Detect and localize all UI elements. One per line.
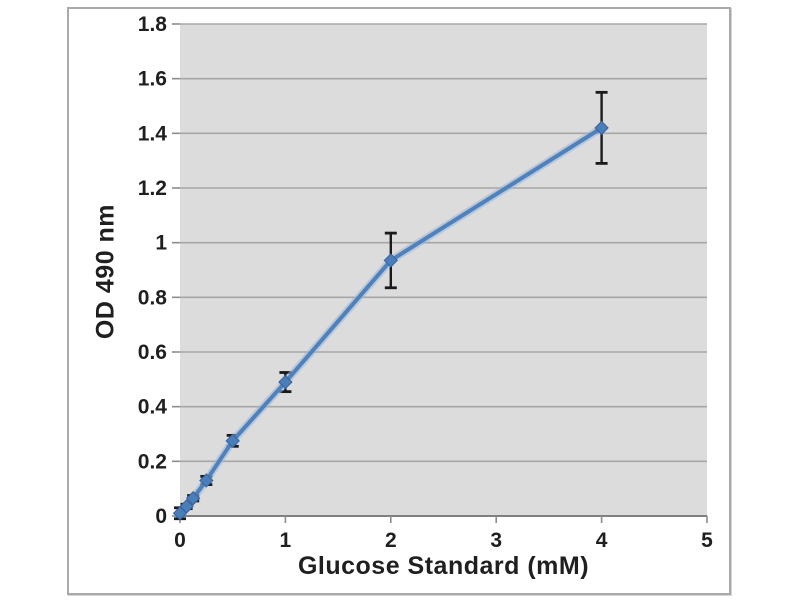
y-tick-label: 1 — [155, 232, 167, 255]
x-tick-label: 4 — [596, 529, 608, 552]
plot-area — [180, 24, 707, 516]
y-tick-label: 1.6 — [138, 68, 167, 91]
y-tick-label: 0.8 — [138, 286, 168, 309]
y-tick-label: 1.4 — [138, 122, 168, 145]
y-tick-label: 1.2 — [138, 177, 167, 200]
data-point-marker — [199, 473, 214, 488]
x-tick-label: 0 — [174, 529, 186, 552]
x-tick-label: 1 — [280, 529, 292, 552]
y-tick-label: 0.6 — [138, 341, 167, 364]
x-axis-title: Glucose Standard (mM) — [297, 552, 590, 580]
chart-frame: 0 0.2 0.4 0.6 0.8 1 1.2 1.4 1.6 1.8 0 1 2 3 4 5 OD 490 … — [67, 7, 731, 595]
data-point-marker — [225, 433, 240, 449]
y-tick-label: 0.4 — [138, 396, 168, 419]
y-axis-title: OD 490 nm — [91, 203, 120, 340]
data-point-marker — [594, 120, 609, 136]
glucose-standard-curve-chart: 0 0.2 0.4 0.6 0.8 1 1.2 1.4 1.6 1.8 0 1 2 3 4 5 — [138, 13, 713, 552]
y-tick-label: 1.8 — [138, 13, 168, 36]
x-tick-label: 5 — [701, 529, 713, 552]
y-tick-label: 0 — [155, 505, 167, 528]
x-tick-label: 3 — [490, 529, 502, 552]
x-tick-label: 2 — [385, 529, 397, 552]
data-point-marker — [185, 491, 201, 506]
data-point-marker — [278, 374, 293, 390]
data-point-marker — [179, 499, 194, 514]
y-tick-label: 0.2 — [138, 450, 167, 473]
data-point-marker — [383, 253, 399, 268]
